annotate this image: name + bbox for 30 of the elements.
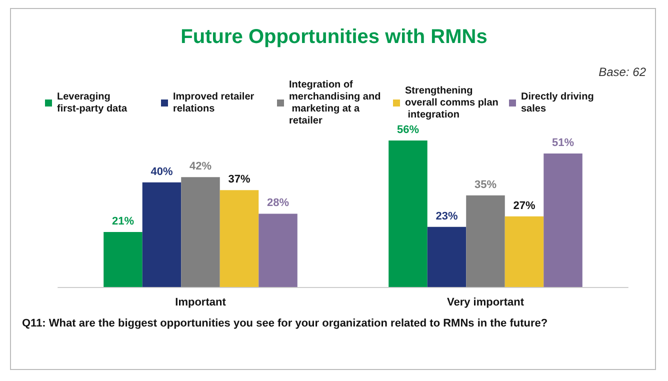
legend-label: Improved retailer relations <box>173 92 257 114</box>
bar <box>104 232 142 287</box>
bar <box>181 177 220 287</box>
data-label: 23% <box>436 210 458 222</box>
legend-label: Leveraging first-party data <box>57 92 128 114</box>
x-tick-label: Very important <box>446 296 524 308</box>
bar <box>388 140 428 287</box>
data-label: 42% <box>189 160 212 173</box>
bar <box>544 154 582 287</box>
x-tick-label: Important <box>175 296 226 308</box>
bar <box>258 214 298 287</box>
legend-label: Strengthening overall comms plan integration <box>405 86 498 120</box>
data-label: 35% <box>474 178 497 191</box>
bar <box>504 216 544 287</box>
text: Q11: What are the biggest opportunities you see for your organization related to RMNs in the future? <box>22 318 548 330</box>
data-label: 40% <box>150 166 173 178</box>
data-label: 28% <box>267 197 290 210</box>
data-label: 37% <box>228 174 250 186</box>
bar <box>142 182 182 287</box>
legend-label: Integration of merchandising and marketing at a retailer <box>289 80 381 126</box>
chart-title: Future Opportunities with RMNs <box>180 26 488 48</box>
bar <box>466 195 505 287</box>
data-label: 51% <box>552 137 574 150</box>
data-label: 56% <box>396 124 420 136</box>
data-label: 27% <box>513 200 536 212</box>
bar <box>220 190 259 287</box>
text: Base: 62 <box>598 65 646 79</box>
legend-label: Directly driving sales <box>521 92 597 114</box>
bar <box>427 226 466 287</box>
data-label: 21% <box>112 216 134 228</box>
